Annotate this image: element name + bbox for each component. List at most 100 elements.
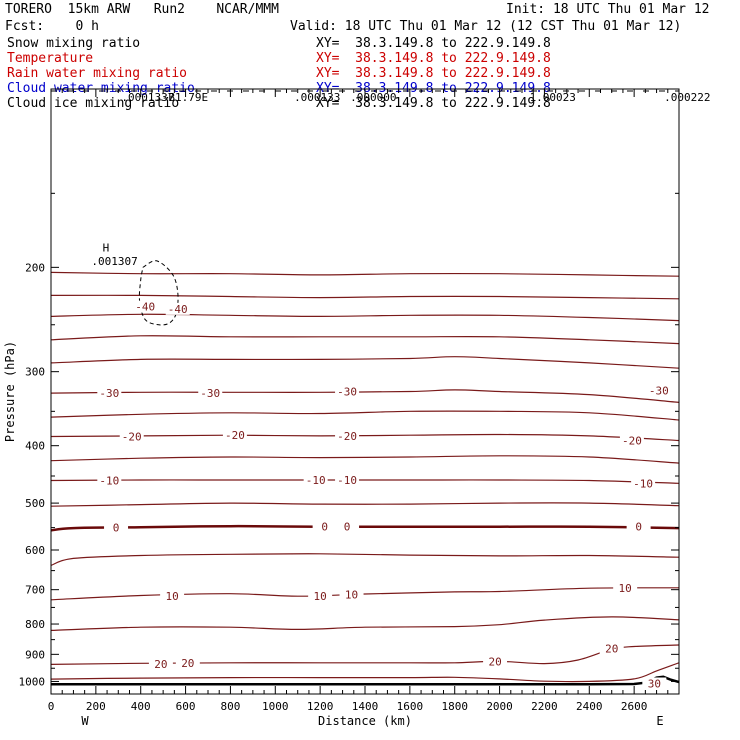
contour-label: 0 (635, 521, 642, 534)
isotherm-line (51, 455, 679, 464)
contour-label: -20 (622, 434, 642, 447)
contour-label: -20 (337, 430, 357, 443)
contour-label-bg (619, 434, 644, 447)
contour-label: -40 (135, 301, 155, 314)
isotherm-line (51, 389, 679, 403)
contour-label: 0 (344, 521, 351, 534)
contour-label-bg (483, 655, 508, 668)
field-cross-section: XY= 38.3.149.8 to 222.9.149.8 (316, 51, 551, 66)
y-tick-label: 300 (25, 366, 45, 379)
y-tick-label: 1000 (19, 675, 46, 688)
contour-label-bg (335, 473, 360, 486)
isotherm-line (51, 335, 679, 345)
contour-label-bg (335, 385, 360, 398)
contour-label-bg (308, 590, 333, 603)
x-tick-label: 800 (220, 700, 240, 713)
contour-label: 20 (181, 657, 194, 670)
isotherm-line (51, 313, 679, 322)
contour-label: 10 (619, 582, 632, 595)
isotherm-line (51, 616, 679, 631)
x-tick-label: 2200 (531, 700, 558, 713)
x-tick-label: 1200 (307, 700, 334, 713)
terrain-line (51, 675, 679, 686)
contour-label-bg (339, 588, 364, 601)
field-cross-section: XY= 38.3.149.8 to 222.9.149.8 (316, 66, 551, 81)
cloud-ice-contour (138, 260, 179, 326)
field-name: Temperature (7, 51, 94, 66)
isotherm-line (51, 294, 679, 300)
contour-label-bg (303, 473, 328, 486)
ice-max-marker: H (103, 241, 110, 254)
contour-label: -40 (168, 303, 188, 316)
contour-label: 0 (321, 521, 328, 534)
contour-label-bg (626, 520, 651, 533)
contour-label: -10 (99, 475, 119, 488)
isotherm-line (51, 644, 679, 665)
y-tick-label: 200 (25, 261, 45, 274)
y-tick-label: 800 (25, 618, 45, 631)
contour-label-bg (133, 300, 158, 313)
init-time: Init: 18 UTC Thu 01 Mar 12 (506, 2, 710, 17)
contour-label-bg (312, 520, 337, 533)
x-tick-label: 1400 (352, 700, 379, 713)
contour-label: 0 (113, 522, 120, 535)
x-tick-label: 2400 (576, 700, 603, 713)
contour-label-bg (160, 590, 185, 603)
contour-label: -30 (649, 385, 669, 398)
x-tick-label: 400 (131, 700, 151, 713)
contour-label: -20 (225, 429, 245, 442)
x-tick-label: 1000 (262, 700, 289, 713)
x-tick-label: 200 (86, 700, 106, 713)
contour-label-bg (335, 429, 360, 442)
ice-max-value: .001307 (91, 255, 137, 268)
y-tick-label: 400 (25, 440, 45, 453)
x-tick-label: 0 (48, 700, 55, 713)
isotherm-line (51, 587, 679, 601)
isotherm-line (51, 524, 679, 532)
isotherm-line (51, 479, 679, 484)
contour-label: -30 (337, 385, 357, 398)
contour-label-bg (97, 474, 122, 487)
contour-label-bg (642, 677, 667, 690)
top-contour-value-label: .000133 (294, 91, 340, 104)
contour-label: 10 (165, 590, 178, 603)
top-contour-value-label: .0001337 (121, 91, 174, 104)
x-tick-label: 600 (176, 700, 196, 713)
east-label: E (656, 714, 663, 728)
contour-label-bg (198, 387, 223, 400)
contour-label: 20 (488, 655, 501, 668)
y-axis-title: Pressure (hPa) (3, 341, 17, 442)
field-name: Rain water mixing ratio (7, 66, 188, 81)
x-tick-label: 2000 (486, 700, 513, 713)
top-contour-value-label: -B1.79E (162, 91, 208, 104)
isotherm-line (51, 662, 679, 683)
isotherm-line (51, 433, 679, 442)
field-cross-section: XY= 38.3.149.8 to 222.9.149.8 (316, 36, 551, 51)
west-label: W (81, 714, 89, 728)
contour-label: 30 (648, 677, 661, 690)
contour-label: -30 (200, 387, 220, 400)
contour-label-bg (175, 656, 200, 669)
top-contour-value-label: .000222 (664, 91, 710, 104)
y-tick-label: 500 (25, 497, 45, 510)
contour-label-bg (599, 642, 624, 655)
x-tick-label: 1600 (397, 700, 424, 713)
contour-label-bg (335, 520, 360, 533)
isotherm-line (51, 356, 679, 369)
contour-label: 20 (154, 658, 167, 671)
x-tick-label: 1800 (441, 700, 468, 713)
isotherm-line (51, 553, 679, 566)
y-tick-label: 900 (25, 648, 45, 661)
x-tick-label: 2600 (621, 700, 648, 713)
field-name: Cloud ice mixing ratio (7, 96, 180, 111)
contour-label: 10 (314, 590, 327, 603)
contour-label-bg (148, 658, 173, 671)
valid-time: Valid: 18 UTC Thu 01 Mar 12 (12 CST Thu … (290, 19, 682, 34)
contour-label: -10 (633, 477, 653, 490)
isotherm-line (51, 410, 679, 421)
top-contour-value-label: .000000 (350, 91, 396, 104)
isotherm-line (51, 271, 679, 277)
contour-label-bg (631, 477, 656, 490)
contour-label-bg (97, 387, 122, 400)
